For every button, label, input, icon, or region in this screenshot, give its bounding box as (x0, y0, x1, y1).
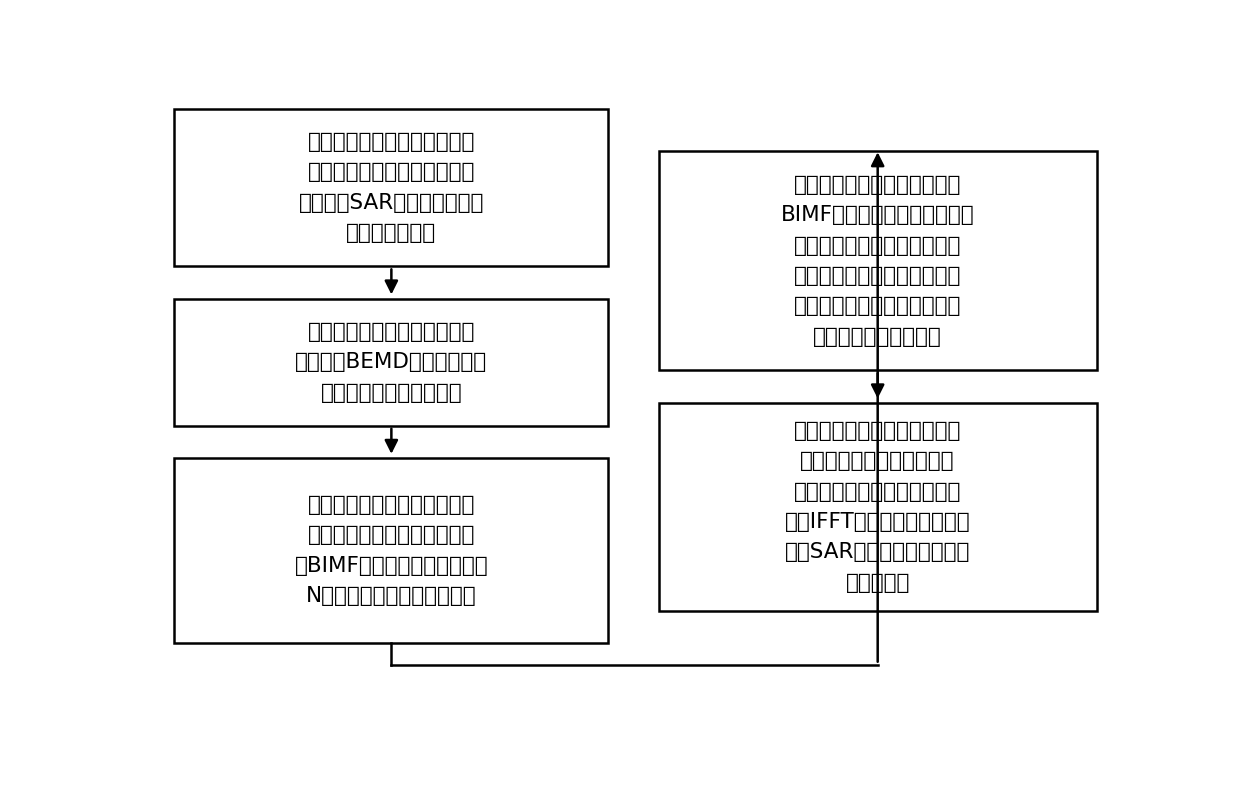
Text: 根据成像几何，建立回波信号
模型，采用距离多普勒算法实
现太赫兹SAR多频振动下的回
波初步聚焦成像: 根据成像几何，建立回波信号 模型，采用距离多普勒算法实 现太赫兹SAR多频振动下… (299, 132, 484, 244)
Bar (175, 458, 609, 643)
Text: 计算各阶复数本征模态函数的
相位函数，找出相位接近正弦
的BIMF分量，得到平台主要的
N个高频振动分量的振动频率: 计算各阶复数本征模态函数的 相位函数，找出相位接近正弦 的BIMF分量，得到平台… (295, 495, 489, 606)
Text: 设计带通滤波器，用于获取该
BIMF频谱范围内的信号，采用
振动频率估计值构造基函数，
在基函数构成的参数空间中搜
索最大值，依次估计出平台各
振动分量相应的幅: 设计带通滤波器，用于获取该 BIMF频谱范围内的信号，采用 振动频率估计值构造基… (781, 175, 975, 347)
Text: 利用估计的多组平台振动参数
构造相位补偿函数，补偿掉
与平台振动有关的相位，经方
位向IFFT回到图像域，得到太
赫兹SAR多频振动误差补偿后
的成像结果: 利用估计的多组平台振动参数 构造相位补偿函数，补偿掉 与平台振动有关的相位，经方… (785, 421, 971, 593)
Bar (658, 403, 1096, 611)
Bar (658, 151, 1096, 371)
Bar (175, 299, 609, 426)
Bar (175, 108, 609, 266)
Text: 提取目标所在某距离单元的信
号，进行BEMD分解，获得一
组二元变量本征模态函数: 提取目标所在某距离单元的信 号，进行BEMD分解，获得一 组二元变量本征模态函数 (295, 322, 487, 403)
